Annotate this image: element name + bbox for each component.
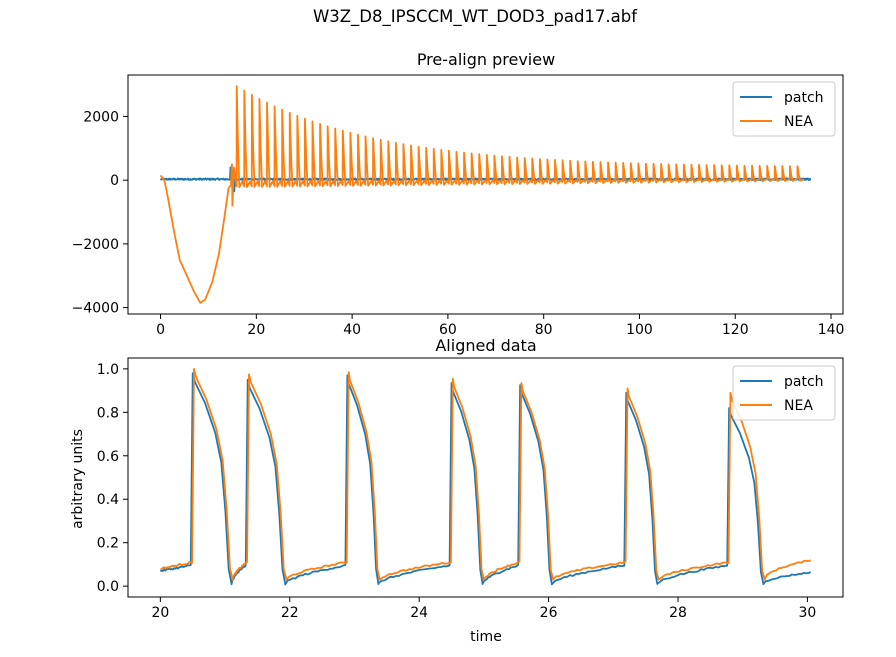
preview-axes: Pre-align preview 0 20 40 60 80 100 120 140 −400… bbox=[72, 50, 845, 338]
x-tick-label: 60 bbox=[439, 322, 457, 338]
aligned-legend-patch-label: patch bbox=[784, 374, 824, 390]
aligned-ylabel: arbitrary units bbox=[70, 429, 86, 529]
y-tick-label: 0.8 bbox=[97, 405, 119, 421]
y-tick-label: 0.2 bbox=[97, 536, 119, 552]
x-tick-label: 28 bbox=[669, 605, 687, 621]
y-tick-label: −4000 bbox=[72, 301, 119, 317]
y-tick-label: 2000 bbox=[83, 109, 119, 125]
x-tick-label: 20 bbox=[247, 322, 265, 338]
aligned-axes: Aligned data 20 22 24 26 28 30 0.0 0.2 0.4 0.6 0.8… bbox=[70, 336, 844, 645]
preview-legend-nea-label: NEA bbox=[784, 114, 813, 130]
aligned-title: Aligned data bbox=[435, 336, 536, 355]
x-tick-label: 120 bbox=[722, 322, 749, 338]
x-tick-label: 26 bbox=[540, 605, 558, 621]
x-tick-label: 0 bbox=[156, 322, 165, 338]
x-tick-label: 24 bbox=[410, 605, 428, 621]
preview-legend-patch-label: patch bbox=[784, 90, 824, 106]
y-tick-label: 0.0 bbox=[97, 579, 119, 595]
x-tick-label: 80 bbox=[535, 322, 553, 338]
y-tick-label: 1.0 bbox=[97, 362, 119, 378]
y-tick-label: −2000 bbox=[72, 237, 119, 253]
aligned-legend: patch NEA bbox=[732, 365, 836, 421]
aligned-nea-line bbox=[160, 367, 811, 582]
x-tick-label: 22 bbox=[281, 605, 299, 621]
y-tick-label: 0.6 bbox=[97, 449, 119, 465]
preview-nea-line bbox=[159, 85, 805, 304]
preview-frame bbox=[127, 74, 844, 315]
aligned-legend-box bbox=[732, 365, 836, 421]
y-tick-label: 0.4 bbox=[97, 492, 119, 508]
x-tick-label: 140 bbox=[818, 322, 845, 338]
x-tick-label: 20 bbox=[151, 605, 169, 621]
preview-title: Pre-align preview bbox=[417, 50, 555, 69]
x-tick-label: 40 bbox=[343, 322, 361, 338]
aligned-legend-nea-label: NEA bbox=[784, 398, 813, 414]
figure-title: W3Z_D8_IPSCCM_WT_DOD3_pad17.abf bbox=[313, 7, 638, 27]
aligned-patch-line bbox=[160, 372, 811, 586]
preview-legend-box bbox=[732, 81, 836, 137]
aligned-xlabel: time bbox=[470, 629, 502, 645]
x-tick-label: 30 bbox=[798, 605, 816, 621]
y-tick-label: 0 bbox=[110, 173, 119, 189]
x-tick-label: 100 bbox=[626, 322, 653, 338]
aligned-frame bbox=[127, 357, 844, 598]
preview-legend: patch NEA bbox=[732, 81, 836, 137]
